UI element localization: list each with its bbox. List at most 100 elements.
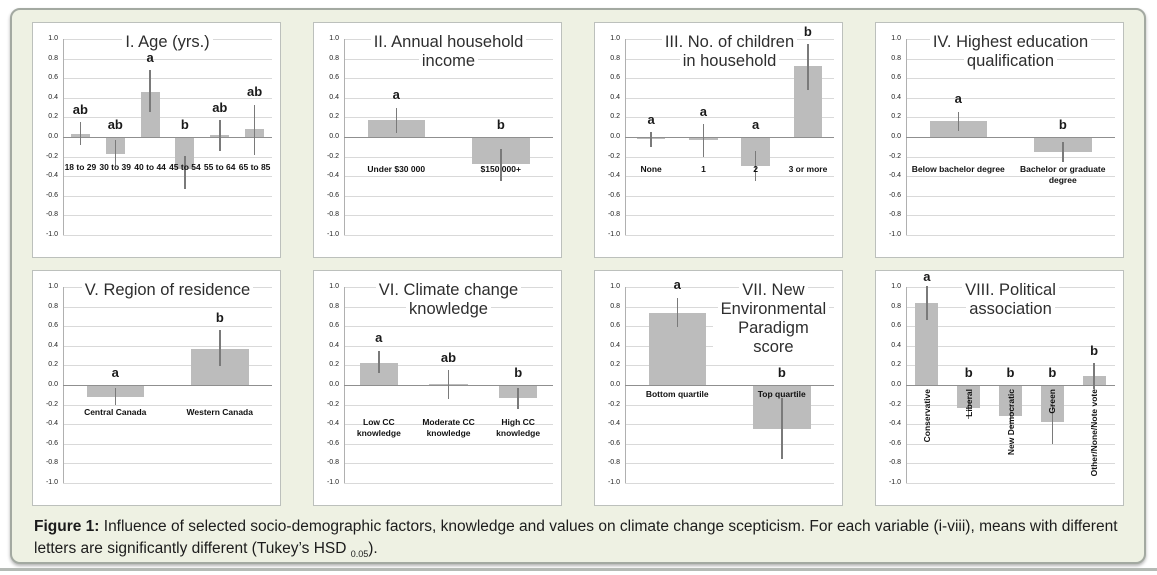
chart-title: II. Annual household income — [344, 33, 553, 71]
x-category-label: $150 000+ — [480, 164, 521, 175]
gridline — [906, 156, 1115, 158]
y-tick-label: 0.8 — [48, 54, 58, 62]
significance-letter: b — [1006, 364, 1015, 380]
y-tick-label: 0.8 — [891, 302, 901, 310]
chart-title-line: II. Annual household — [370, 33, 527, 52]
gridline — [344, 97, 553, 99]
y-tick-label: -0.8 — [888, 211, 901, 219]
significance-letter: a — [751, 116, 760, 132]
y-tick-label: -0.6 — [607, 191, 620, 199]
chart-title: IV. Highest education qualification — [906, 33, 1115, 71]
bar — [915, 302, 939, 385]
x-category-label: Under $30 000 — [367, 164, 426, 175]
error-bar — [500, 148, 502, 182]
y-tick-label: 0.4 — [48, 341, 58, 349]
y-tick-label: -0.8 — [45, 211, 58, 219]
y-tick-label: 0.0 — [610, 133, 620, 140]
y-tick-label: -0.4 — [607, 420, 620, 428]
gridline — [63, 483, 272, 484]
bar — [175, 137, 195, 170]
y-tick-label: 0.4 — [610, 93, 620, 101]
y-tick-label: -1.0 — [888, 479, 901, 486]
gridline — [63, 195, 272, 197]
y-tick-label: 0.2 — [329, 361, 339, 369]
error-bar — [702, 124, 705, 157]
y-tick-label: -0.2 — [607, 152, 620, 160]
y-tick-label: -0.2 — [607, 400, 620, 408]
y-tick-label: 0.8 — [48, 302, 58, 310]
chart-title-line: I. Age (yrs.) — [122, 33, 213, 52]
y-tick-label: -0.8 — [607, 211, 620, 219]
x-category-label: Bottom quartile — [645, 388, 709, 399]
y-tick-label: 0.2 — [891, 361, 901, 369]
significance-letter: b — [496, 116, 505, 132]
significance-letter: ab — [440, 349, 457, 365]
caption-body: Influence of selected socio-demographic … — [34, 518, 1118, 558]
y-tick-label: -0.4 — [326, 172, 339, 180]
bar — [999, 385, 1022, 417]
caption-suffix: ). — [368, 540, 378, 558]
significance-letter: b — [803, 23, 812, 39]
gridline — [906, 215, 1115, 217]
gridline — [906, 345, 1115, 347]
x-category-label-text: Green — [1047, 389, 1058, 414]
y-tick-label: 0.0 — [610, 381, 620, 388]
chart-title: VII. New Environmental Paradigm score — [712, 281, 834, 357]
gridline — [906, 195, 1115, 197]
significance-letter: a — [954, 91, 962, 107]
y-tick-label: 0.4 — [891, 341, 901, 349]
chart-title: I. Age (yrs.) — [63, 33, 272, 52]
error-bar — [517, 387, 519, 410]
x-category-label: High CC knowledge — [496, 417, 541, 438]
y-tick-label: -1.0 — [607, 479, 620, 486]
y-tick-label: 0.8 — [610, 302, 620, 310]
y-tick-label: 1.0 — [329, 35, 339, 42]
gridline — [344, 326, 553, 328]
y-tick-label: 0.6 — [891, 74, 901, 82]
gridline — [344, 78, 553, 80]
x-category-label: 2 — [753, 164, 759, 175]
significance-letter: b — [1090, 343, 1099, 358]
y-tick-label: -0.6 — [45, 439, 58, 447]
gridline — [906, 463, 1115, 465]
y-tick-label: 0.0 — [891, 133, 901, 140]
figure-box: 1.0 0.8 0.6 0.4 0.2 0.0 -0.2 -0.4 -0.6 -0.8 -1.0 ab… — [10, 8, 1146, 564]
y-tick-label: -1.0 — [45, 231, 58, 238]
chart-panel-iii: 1.0 0.8 0.6 0.4 0.2 0.0 -0.2 -0.4 -0.6 -0.8 -1.0 a N… — [594, 22, 843, 258]
y-tick-label: 0.4 — [891, 93, 901, 101]
error-bar — [395, 107, 397, 134]
x-category-label: Below bachelor degree — [911, 164, 1005, 175]
gridline — [344, 483, 553, 484]
y-tick-label: -1.0 — [326, 479, 339, 486]
gridline — [63, 306, 272, 308]
chart-title-line: IV. Highest education — [929, 33, 1092, 52]
x-category-label: Top quartile — [757, 388, 806, 399]
gridline — [63, 443, 272, 445]
gridline — [63, 365, 272, 367]
zero-axis-line — [344, 137, 553, 138]
chart-panel-iv: 1.0 0.8 0.6 0.4 0.2 0.0 -0.2 -0.4 -0.6 -0.8 -1.0 a B… — [875, 22, 1124, 258]
chart-title-line: VI. Climate change — [375, 281, 522, 300]
caption-label: Figure 1: — [34, 518, 100, 535]
gridline — [625, 78, 834, 80]
significance-letter: a — [923, 270, 931, 284]
significance-letter: b — [180, 116, 189, 132]
y-tick-label: -0.6 — [326, 439, 339, 447]
y-tick-label: 0.6 — [610, 322, 620, 330]
x-category-label-text: New Democratic — [1005, 389, 1016, 456]
gridline — [344, 195, 553, 197]
chart-title-line: V. Region of residence — [81, 281, 254, 300]
bottom-rule — [0, 568, 1157, 571]
gridline — [344, 215, 553, 217]
x-category-label: Bachelor or graduate degree — [1020, 164, 1106, 185]
gridline — [63, 78, 272, 80]
y-tick-label: 0.6 — [891, 322, 901, 330]
y-tick-label: 1.0 — [48, 283, 58, 290]
y-tick-label: -0.6 — [888, 191, 901, 199]
significance-letter: b — [964, 364, 973, 380]
significance-letter: ab — [247, 84, 263, 100]
y-tick-label: -0.2 — [326, 152, 339, 160]
gridline — [625, 404, 834, 406]
x-category-label: Conservative — [922, 389, 932, 442]
gridline — [625, 463, 834, 465]
